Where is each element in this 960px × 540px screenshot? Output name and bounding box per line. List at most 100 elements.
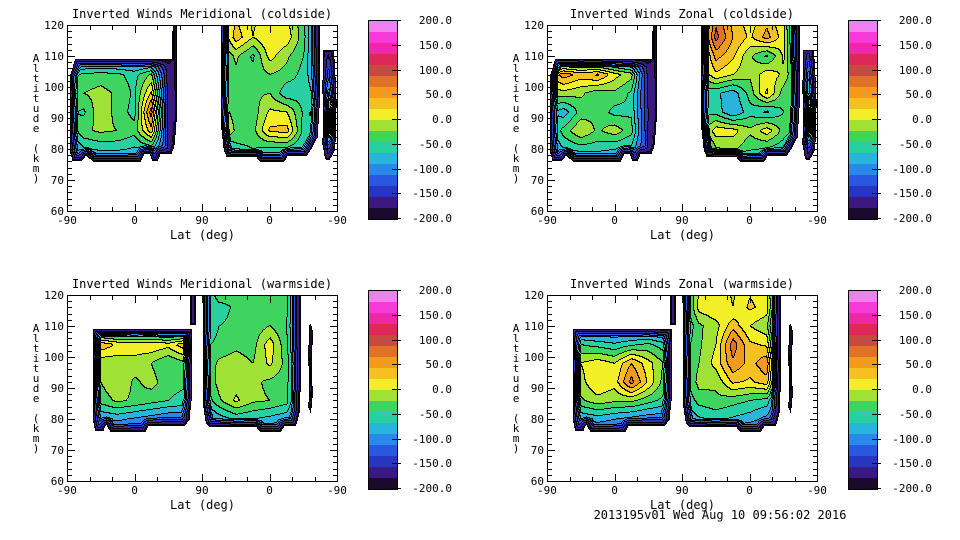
colorbar-band	[369, 346, 397, 357]
colorbar-band	[849, 423, 877, 434]
y-axis-label-char: i	[512, 351, 520, 365]
colorbar-tick	[392, 45, 401, 46]
colorbar-band	[849, 131, 877, 142]
colorbar-band	[849, 390, 877, 401]
colorbar-band	[849, 109, 877, 120]
colorbar-band	[369, 208, 397, 219]
colorbar-band	[849, 76, 877, 87]
colorbar-band	[369, 131, 397, 142]
colorbar-tick	[392, 70, 401, 71]
y-axis-label-char: t	[512, 341, 520, 355]
colorbar-band	[849, 412, 877, 423]
contour-plot-canvas	[547, 295, 818, 482]
colorbar-tick	[392, 488, 401, 489]
y-tick-label: 70	[530, 174, 544, 187]
colorbar-band	[369, 87, 397, 98]
colorbar-tick	[392, 20, 401, 21]
x-tick-label: 90	[195, 214, 209, 227]
colorbar-band	[849, 87, 877, 98]
colorbar-band	[369, 164, 397, 175]
colorbar-band	[369, 120, 397, 131]
colorbar-band	[369, 65, 397, 76]
colorbar-tick-label: 0.0	[912, 113, 932, 126]
colorbar-band	[849, 21, 877, 32]
y-axis-label-char: k	[512, 421, 520, 435]
colorbar-tick-label: 200.0	[418, 14, 452, 27]
colorbar-tick-label: 150.0	[418, 309, 452, 322]
y-tick-label: 120	[44, 19, 64, 32]
x-tick-label: -90	[57, 214, 77, 227]
colorbar-tick	[872, 414, 881, 415]
colorbar-band	[849, 368, 877, 379]
y-axis-label-char: A	[512, 51, 520, 65]
colorbar-tick	[392, 315, 401, 316]
y-tick-label: 90	[530, 112, 544, 125]
colorbar-tick-label: -150.0	[892, 457, 932, 470]
colorbar-band	[849, 434, 877, 445]
colorbar-band	[849, 357, 877, 368]
y-axis-label-char: u	[32, 101, 40, 115]
colorbar-tick	[872, 70, 881, 71]
colorbar-tick	[872, 193, 881, 194]
colorbar-tick	[872, 439, 881, 440]
colorbar-tick	[872, 340, 881, 341]
colorbar-band	[849, 456, 877, 467]
colorbar-tick	[392, 169, 401, 170]
colorbar-tick	[392, 439, 401, 440]
colorbar-band	[369, 467, 397, 478]
y-axis-label-char: e	[512, 391, 520, 405]
colorbar-band	[369, 368, 397, 379]
colorbar-tick-label: 0.0	[432, 383, 452, 396]
y-axis-label-char: e	[512, 121, 520, 135]
y-tick-label: 110	[44, 50, 64, 63]
x-axis-label: Lat (deg)	[649, 228, 716, 242]
colorbar-band	[369, 478, 397, 489]
colorbar-tick-label: -150.0	[892, 187, 932, 200]
colorbar-tick	[392, 463, 401, 464]
colorbar-band	[849, 197, 877, 208]
colorbar-band	[369, 32, 397, 43]
colorbar-tick-label: 150.0	[898, 39, 932, 52]
colorbar-band	[849, 43, 877, 54]
x-tick-label: -90	[537, 484, 557, 497]
colorbar-tick	[872, 463, 881, 464]
colorbar-band	[849, 445, 877, 456]
y-axis-label-char: l	[32, 331, 40, 345]
colorbar-band	[369, 357, 397, 368]
colorbar-tick-label: 200.0	[898, 284, 932, 297]
x-tick-label: 0	[131, 214, 138, 227]
colorbar-band	[369, 98, 397, 109]
y-axis-label-char: A	[32, 321, 40, 335]
colorbar-band	[849, 291, 877, 302]
colorbar-band	[369, 291, 397, 302]
y-axis-label-char: (	[512, 141, 520, 155]
colorbar-band	[849, 313, 877, 324]
colorbar-band	[369, 302, 397, 313]
y-axis-label-char: m	[512, 431, 520, 445]
y-tick-label: 100	[524, 81, 544, 94]
x-tick-label: -90	[327, 214, 347, 227]
y-tick-label: 110	[44, 320, 64, 333]
x-tick-label: 0	[746, 484, 753, 497]
colorbar-tick	[872, 144, 881, 145]
colorbar-tick	[872, 364, 881, 365]
colorbar-tick	[872, 119, 881, 120]
y-axis-label-char: i	[512, 81, 520, 95]
y-tick-label: 100	[524, 351, 544, 364]
y-axis-label-char: m	[32, 431, 40, 445]
colorbar-band	[849, 478, 877, 489]
y-axis-label-char: l	[512, 331, 520, 345]
colorbar-gradient	[368, 290, 398, 490]
x-tick-label: -90	[807, 214, 827, 227]
y-axis-label-char: e	[32, 121, 40, 135]
y-axis-label-char: l	[32, 61, 40, 75]
colorbar-tick-label: 50.0	[425, 358, 453, 371]
colorbar-tick	[392, 364, 401, 365]
colorbar-band	[849, 54, 877, 65]
y-axis-label-char: )	[32, 441, 40, 455]
colorbar-tick-label: 200.0	[898, 14, 932, 27]
colorbar-band	[369, 313, 397, 324]
colorbar-band	[849, 208, 877, 219]
colorbar-gradient	[848, 290, 878, 490]
